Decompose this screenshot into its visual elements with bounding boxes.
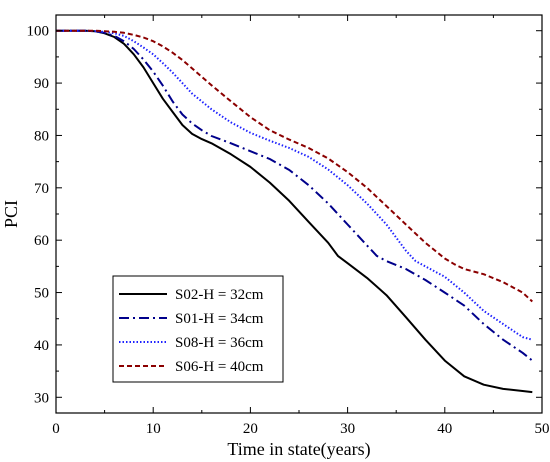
- y-tick-label: 60: [34, 233, 49, 249]
- legend-label: S08-H = 36cm: [175, 335, 264, 351]
- y-tick-label: 80: [34, 128, 49, 144]
- x-axis-title: Time in state(years): [227, 439, 370, 460]
- x-tick-label: 50: [535, 421, 550, 437]
- y-axis-title: PCI: [1, 200, 21, 228]
- y-tick-label: 50: [34, 286, 49, 302]
- y-tick-label: 70: [34, 181, 49, 197]
- legend-label: S06-H = 40cm: [175, 359, 264, 375]
- y-tick-label: 100: [27, 24, 50, 40]
- y-tick-label: 30: [34, 390, 49, 406]
- x-tick-label: 20: [243, 421, 258, 437]
- series-layer: [56, 29, 533, 394]
- series-line-1: [56, 29, 533, 394]
- x-tick-label: 0: [52, 421, 60, 437]
- legend-label: S01-H = 34cm: [175, 311, 264, 327]
- x-tick-label: 10: [146, 421, 161, 437]
- ticks-layer: 0 10 20 30 40 50 30 40 50 60 70 80 90 100: [27, 15, 550, 437]
- x-tick-label: 30: [340, 421, 355, 437]
- series-line-3: [56, 29, 533, 341]
- legend-label: S02-H = 32cm: [175, 287, 264, 303]
- series-line-4: [56, 29, 533, 303]
- x-tick-label: 40: [437, 421, 452, 437]
- series-line-2: [56, 29, 533, 362]
- y-tick-label: 40: [34, 338, 49, 354]
- y-tick-label: 90: [34, 76, 49, 92]
- legend: S02-H = 32cm S01-H = 34cm S08-H = 36cm S06-…: [112, 275, 284, 383]
